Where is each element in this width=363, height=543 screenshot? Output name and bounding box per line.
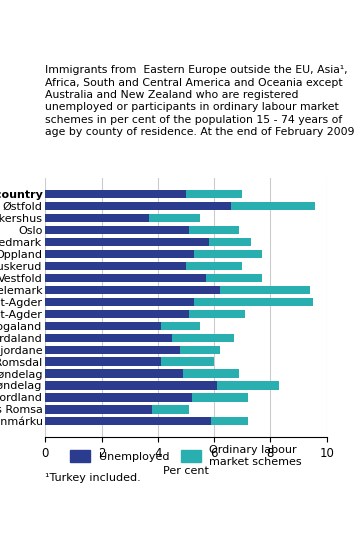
Bar: [186, 262, 242, 270]
Bar: [45, 357, 161, 365]
Bar: [192, 393, 248, 401]
Bar: [45, 310, 189, 318]
Bar: [45, 214, 150, 222]
Bar: [195, 250, 262, 258]
Bar: [211, 418, 248, 426]
Bar: [45, 286, 220, 294]
Bar: [186, 190, 242, 198]
Bar: [217, 381, 279, 389]
Bar: [161, 321, 200, 330]
Bar: [172, 333, 234, 342]
Bar: [150, 214, 200, 222]
Bar: [208, 238, 251, 246]
Bar: [45, 406, 152, 414]
Bar: [45, 418, 211, 426]
Bar: [180, 345, 220, 353]
Bar: [231, 202, 315, 210]
Bar: [220, 286, 310, 294]
Bar: [45, 345, 180, 353]
Bar: [189, 310, 245, 318]
Bar: [45, 381, 217, 389]
Bar: [45, 369, 183, 377]
Bar: [161, 357, 214, 365]
Bar: [45, 238, 208, 246]
Text: ¹Turkey included.: ¹Turkey included.: [45, 473, 141, 483]
Bar: [45, 393, 192, 401]
Bar: [189, 226, 240, 234]
Bar: [183, 369, 240, 377]
Bar: [45, 274, 206, 282]
Bar: [45, 321, 161, 330]
Bar: [45, 202, 231, 210]
X-axis label: Per cent: Per cent: [163, 465, 209, 476]
Bar: [45, 262, 186, 270]
Bar: [152, 406, 189, 414]
Legend: Unemployed, Ordinary labour
market schemes: Unemployed, Ordinary labour market schem…: [66, 440, 306, 471]
Bar: [45, 226, 189, 234]
Bar: [206, 274, 262, 282]
Bar: [45, 250, 195, 258]
Text: Immigrants from  Eastern Europe outside the EU, Asia¹,
Africa, South and Central: Immigrants from Eastern Europe outside t…: [45, 65, 355, 137]
Bar: [45, 333, 172, 342]
Bar: [195, 298, 313, 306]
Bar: [45, 298, 195, 306]
Bar: [45, 190, 186, 198]
